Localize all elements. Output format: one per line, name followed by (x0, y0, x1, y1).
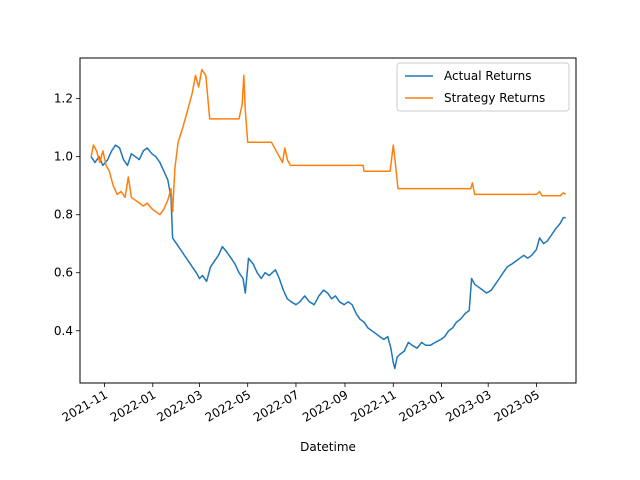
legend-label: Actual Returns (444, 69, 531, 83)
y-tick-label: 0.4 (54, 324, 73, 338)
series-line-strategy-returns (90, 68, 567, 216)
y-axis: 0.4 0.6 0.8 1.0 1.2 (54, 92, 80, 338)
y-tick-label: 1.0 (54, 150, 73, 164)
axes-frame (79, 57, 577, 384)
legend-label: Strategy Returns (444, 91, 545, 105)
y-tick-label: 0.6 (54, 266, 73, 280)
legend: Actual Returns Strategy Returns (396, 62, 570, 112)
plot-area (90, 68, 567, 370)
y-tick-label: 1.2 (54, 92, 73, 106)
x-axis-label: Datetime (300, 440, 356, 454)
legend-box (396, 62, 570, 112)
y-tick-label: 0.8 (54, 208, 73, 222)
